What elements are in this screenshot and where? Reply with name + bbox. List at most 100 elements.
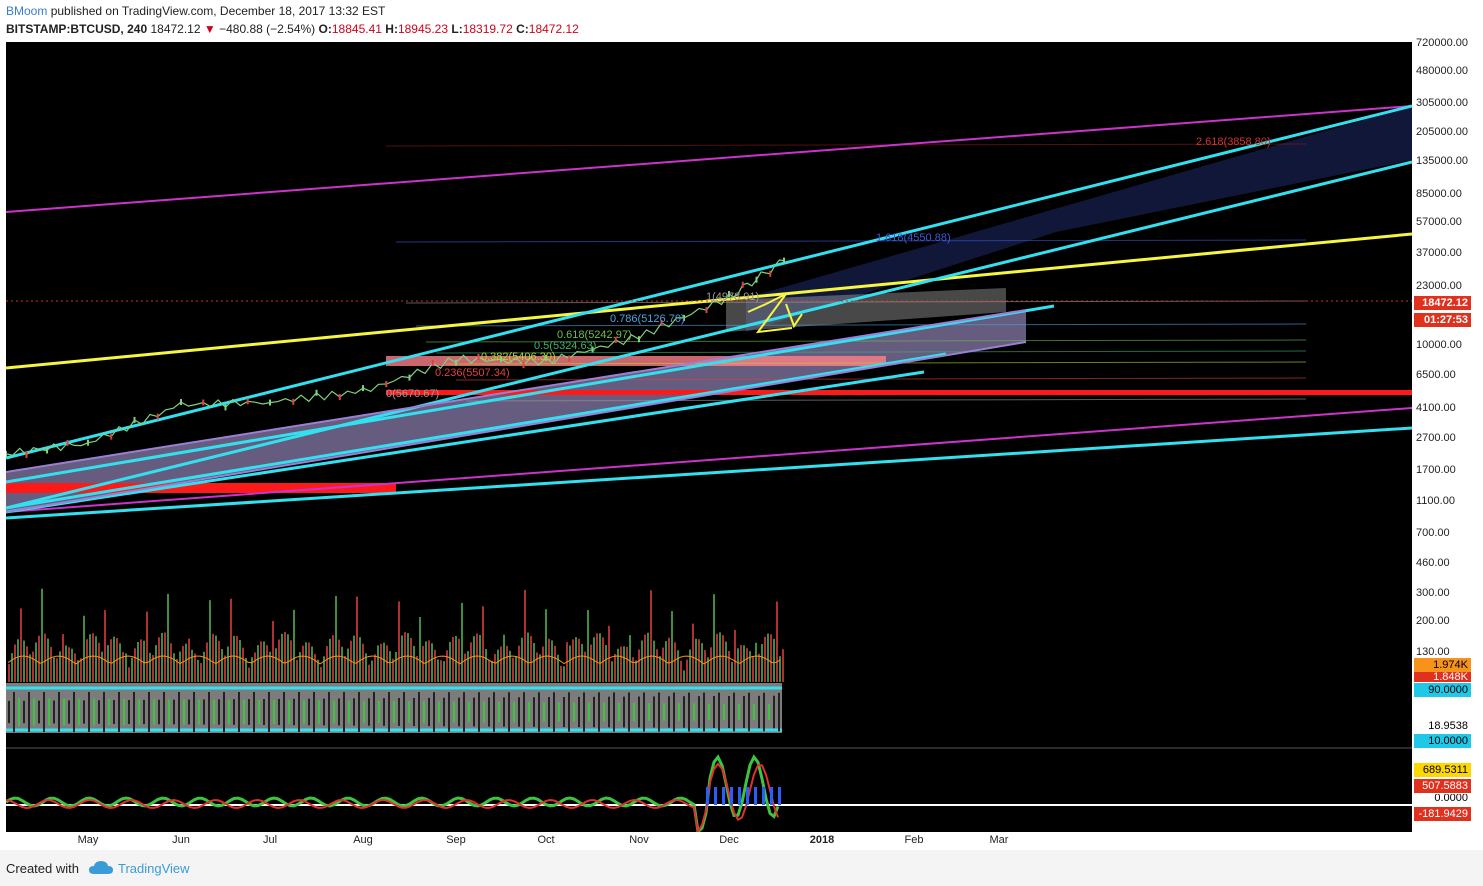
osc-bar [8,700,10,724]
osc-bar [323,698,325,726]
time-axis[interactable]: May Jun Jul Aug Sep Oct Nov Dec 2018 Feb Mar [6,832,1412,850]
price-tick-label: 4100.00 [1416,402,1456,414]
volume-bar [710,647,712,682]
price-candle [660,319,663,326]
volume-bar [20,608,22,682]
osc-bar [208,692,210,732]
osc-bar [618,702,620,722]
volume-bar [8,664,10,682]
volume-bar [212,633,214,682]
volume-bar [539,654,541,682]
price-tick-label: 720000.00 [1416,36,1468,49]
osc-bar [93,698,95,726]
volume-bar [572,639,574,682]
volume-bar [596,633,598,682]
trend-lines[interactable] [6,104,1412,520]
pink-zone [386,356,886,366]
osc-bar [18,698,20,726]
osc-bar [583,692,585,732]
volume-bar [146,611,148,682]
osc-bar [678,703,680,721]
price-candle [522,362,525,369]
osc-bar [578,696,580,728]
price-candle [769,270,772,277]
volume-bar [512,657,514,682]
volume-bar [626,646,628,682]
osc-bar [158,699,160,725]
osc-bar [173,699,175,725]
indicator-badge-4: -181.9429 [1414,807,1471,821]
volume-bar [377,645,379,682]
osc-bar [68,700,70,724]
osc-bar [353,698,355,726]
osc-bar [388,692,390,732]
volume-bar [188,638,190,682]
volume-bar [488,659,490,682]
price-candle [110,433,113,440]
indicator-histogram-bar [722,787,725,805]
volume-bar [143,640,145,682]
volume-bar [770,634,772,682]
osc-bar [393,701,395,723]
volume-bar [491,660,493,682]
osc-bar [333,700,335,724]
indicator-line-green [6,754,780,835]
volume-bar [410,637,412,682]
osc-bar [148,692,150,732]
osc-value-badge: 18.9538 [1414,719,1471,733]
volume-bar [617,648,619,682]
volume-bar [11,653,13,682]
osc-bar [123,698,125,726]
fib-label-1618: 1.618(4550.88) [876,232,951,244]
footer: Created with TradingView [0,850,1483,886]
chart-pane[interactable]: 2.618(3858.80) 1.618(4550.88) 1(4978.91)… [6,42,1412,850]
volume-bar [29,654,31,682]
author-link[interactable]: BMoom [6,4,48,18]
volume-bar [356,596,358,682]
volume-bar [221,649,223,682]
osc-bar [218,699,220,725]
osc-bar [463,692,465,732]
price-candle [591,346,594,353]
volume-bar [677,650,679,682]
osc-bar [298,692,300,732]
osc-bar [368,698,370,726]
price-candle [638,336,640,343]
indicator-badge-3: 0.0000 [1414,794,1471,802]
price-axis[interactable]: 720000.00 480000.00 305000.00 205000.00 1350… [1412,37,1483,850]
tradingview-brand-link[interactable]: TradingView [118,861,190,876]
osc-bar [588,702,590,722]
cyan-trendline-6 [6,426,1412,520]
volume-bar [278,639,280,682]
osc-bar [453,701,455,723]
osc-bar [113,700,115,724]
osc-bar [493,692,495,732]
osc-bar [108,698,110,726]
volume-bar [533,643,535,682]
volume-bar [761,643,763,682]
time-tick-label: Sep [446,834,466,846]
volume-bar [560,665,562,682]
price-tick-label: 480000.00 [1416,65,1468,78]
price-tick-label: 460.00 [1416,556,1450,569]
volume-bar [104,610,106,682]
volume-bar [653,640,655,682]
volume-bar [437,659,439,682]
osc-bar [643,692,645,732]
volume-bar [674,642,676,682]
osc-bar [278,698,280,726]
volume-bar [77,660,79,682]
price-tick-label: 300.00 [1416,586,1450,599]
osc-bar [348,700,350,724]
volume-bar [269,651,271,682]
osc-bar [733,692,735,732]
chart-canvas[interactable] [6,42,1412,850]
osc-bar [673,692,675,732]
high-value: 18945.23 [397,22,449,36]
osc-bar [293,698,295,726]
volume-bar [53,657,55,682]
volume-bar [332,635,334,682]
osc-bar [608,696,610,728]
volume-bar [401,635,403,682]
volume-bar [680,660,682,682]
